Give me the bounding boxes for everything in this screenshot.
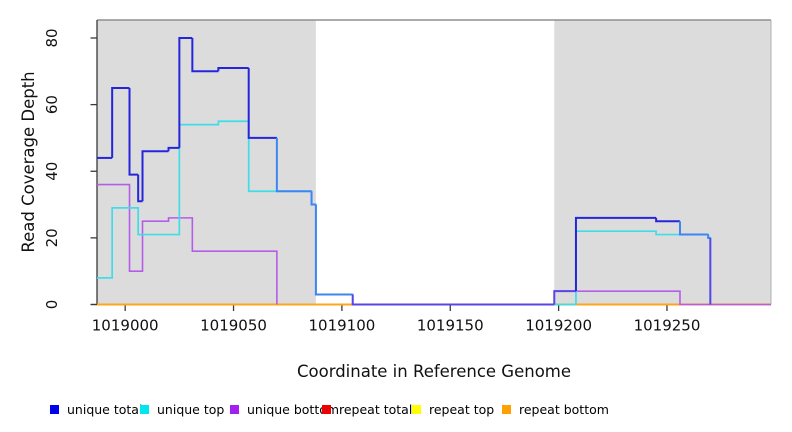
x-tick-label: 1019050 [200,317,267,335]
x-axis-title: Coordinate in Reference Genome [297,362,571,381]
y-axis-title: Read Coverage Depth [19,71,38,252]
series-unique-bottom-line [97,183,771,306]
series-unique-total-line [553,290,576,305]
series-unique-total-line [275,137,312,193]
series-unique-total-line [137,174,143,203]
y-tick-label: 20 [43,228,61,247]
series-unique-total-line [167,146,180,152]
series-unique-total-line [655,217,680,223]
x-tick-label: 1019000 [92,317,159,335]
y-tick-label: 80 [43,28,61,47]
series-unique-total-line [128,87,139,176]
series-unique-total-line [141,150,169,202]
series-unique-total-line [314,204,353,296]
series-unique-total-line [574,216,657,292]
y-tick-label: 0 [43,300,61,310]
series-unique-total-line [191,37,219,73]
series-unique-total-line [217,66,249,72]
series-unique-total-line [310,191,316,206]
series-unique-total-line [111,86,130,158]
series-unique-total-line [247,67,277,139]
x-tick-label: 1019250 [634,317,701,335]
series-unique-total-line [707,234,711,239]
series-unique-total-line [178,36,193,148]
y-tick-label: 60 [43,95,61,114]
left-shaded-region [97,20,316,305]
y-tick-label: 40 [43,162,61,181]
series-unique-total-line [351,294,555,306]
x-tick-label: 1019150 [417,317,484,335]
x-tick-label: 1019200 [525,317,592,335]
series-unique-total-line [678,221,709,236]
x-tick-label: 1019100 [308,317,375,335]
right-shaded-region [554,20,771,305]
